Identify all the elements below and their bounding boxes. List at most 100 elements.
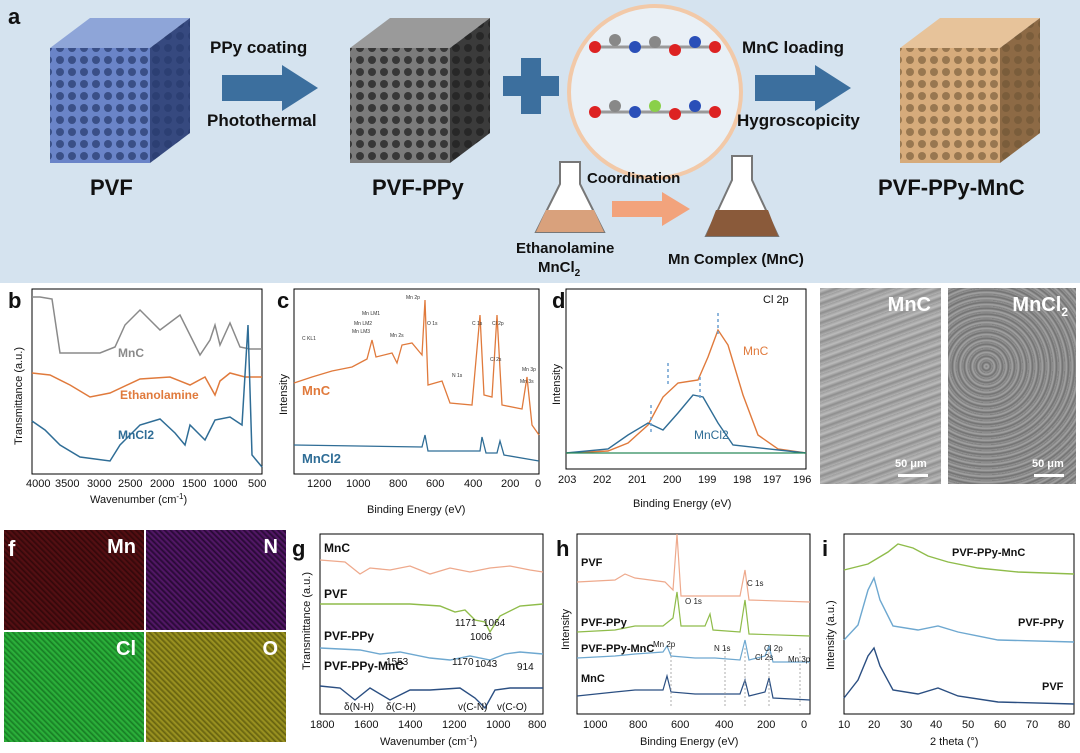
- d-tick: 203: [558, 474, 576, 486]
- f-tile-mn: Mn: [107, 536, 136, 558]
- i-tick: 50: [962, 719, 974, 731]
- c-peak: Mn LM3: [352, 329, 370, 335]
- step2-top-label: MnC loading: [742, 38, 844, 57]
- g-series-pvf-ppy-mnc: PVF-PPy-MnC: [324, 659, 404, 673]
- panel-a-label: a: [8, 4, 21, 29]
- sample-pvf-ppy-mnc-label: PVF-PPy-MnC: [878, 175, 1025, 200]
- g-tick: 800: [528, 719, 546, 731]
- pvf-ppy-mnc-foam-cube: [900, 18, 1040, 163]
- arrow-2-icon: [755, 65, 851, 111]
- h-series-mnc: MnC: [581, 673, 605, 685]
- b-tick: 4000: [26, 478, 50, 490]
- product-label: Mn Complex (MnC): [668, 251, 804, 268]
- h-peak: Mn 2p: [653, 640, 676, 649]
- eds-o-map: O: [146, 632, 286, 742]
- d-tick: 201: [628, 474, 646, 486]
- c-peak: Cl 2p: [492, 321, 504, 327]
- h-tick: 200: [757, 719, 775, 731]
- i-series-pvf-ppy: PVF-PPy: [1018, 617, 1065, 629]
- c-peak: C KL1: [302, 336, 316, 342]
- d-ylabel: Intensity: [551, 364, 563, 405]
- c-peak: Mn 3p: [522, 367, 536, 373]
- g-annot: 1170: [452, 657, 474, 668]
- g-annot: δ(C-H): [386, 702, 416, 713]
- d-series-mnc: MnC: [743, 344, 769, 358]
- flask-reactants-icon: [534, 161, 606, 233]
- i-tick: 30: [900, 719, 912, 731]
- b-tick: 1000: [213, 478, 237, 490]
- g-tick: 1600: [354, 719, 378, 731]
- i-series-pvf-ppy-mnc: PVF-PPy-MnC: [952, 547, 1025, 559]
- b-tick: 500: [248, 478, 266, 490]
- d-tick: 199: [698, 474, 716, 486]
- molecule-zoom-circle: [567, 4, 743, 180]
- panel-h-label: h: [556, 536, 570, 561]
- g-annot: 1553: [386, 657, 409, 668]
- c-tick: 400: [464, 478, 482, 490]
- flask-product-icon: [704, 155, 780, 237]
- h-tick: 800: [629, 719, 647, 731]
- g-xlabel: Wavenumber (cm-1): [380, 734, 477, 748]
- scale-bar-left: [898, 474, 928, 477]
- h-xlabel: Binding Energy (eV): [640, 736, 738, 748]
- arrow-1-icon: [222, 65, 318, 111]
- h-peak: N 1s: [714, 644, 730, 653]
- d-tick: 202: [593, 474, 611, 486]
- g-annot: 1171: [455, 618, 477, 629]
- h-peak: Cl 2p: [764, 644, 783, 653]
- c-tick: 0: [535, 478, 541, 490]
- panel-c-xps-chart: MnC MnCl2 C KL1 Mn LM1 Mn LM2 Mn LM3 Mn …: [278, 288, 541, 516]
- c-series-mncl2: MnCl2: [302, 451, 341, 466]
- c-ylabel: Intensity: [278, 374, 290, 415]
- i-tick: 70: [1026, 719, 1038, 731]
- c-tick: 800: [389, 478, 407, 490]
- step1-top-label: PPy coating: [210, 38, 308, 57]
- coordination-arrow-icon: [612, 192, 690, 226]
- b-tick: 2500: [118, 478, 142, 490]
- panel-d-xps-cl2p-chart: Cl 2p MnC MnCl2 203 202 201 200 199 198 …: [551, 288, 811, 510]
- i-tick: 10: [838, 719, 850, 731]
- eds-n-map: N: [146, 530, 286, 630]
- b-series-ethanolamine: Ethanolamine: [120, 388, 199, 402]
- g-annot: v(C-O): [497, 702, 527, 713]
- g-tick: 1800: [310, 719, 334, 731]
- h-peak: C 1s: [747, 579, 763, 588]
- b-tick: 3000: [87, 478, 111, 490]
- g-tick: 1000: [486, 719, 510, 731]
- eds-cl-map: Cl: [4, 632, 144, 742]
- i-tick: 60: [994, 719, 1006, 731]
- scale-bar-right: [1034, 474, 1064, 477]
- g-annot: v(C-N): [458, 702, 487, 713]
- d-series-mncl2: MnCl2: [694, 428, 729, 442]
- c-peak: Mn 2p: [406, 295, 420, 301]
- c-peak: Mn LM1: [362, 311, 380, 317]
- c-peak: C 1s: [472, 321, 483, 327]
- f-tile-o: O: [262, 638, 278, 660]
- h-peak: Cl 2s: [755, 653, 773, 662]
- sample-pvf-ppy-label: PVF-PPy: [372, 175, 464, 200]
- c-peak: Mn 2s: [390, 333, 404, 339]
- panel-i-label: i: [822, 536, 829, 561]
- panel-d-label: d: [552, 288, 566, 313]
- e-scale-right: 50 μm: [1032, 458, 1064, 470]
- e-right-title: MnCl2: [1012, 294, 1068, 319]
- h-peak: O 1s: [685, 597, 702, 606]
- reactant2-label: MnCl2: [538, 259, 581, 279]
- step2-bottom-label: Hygroscopicity: [737, 111, 860, 130]
- i-ylabel: Intensity (a.u.): [825, 600, 837, 670]
- c-peak: Mn 3s: [520, 379, 534, 385]
- panel-i-xrd-chart: PVF-PPy-MnC PVF-PPy PVF 10 20 30 40 50 6…: [825, 533, 1075, 748]
- h-tick: 400: [715, 719, 733, 731]
- g-series-mnc: MnC: [324, 541, 350, 555]
- g-annot: 1064: [483, 618, 506, 629]
- c-tick: 200: [501, 478, 519, 490]
- e-left-title: MnC: [887, 294, 931, 316]
- i-xlabel: 2 theta (°): [930, 736, 978, 748]
- h-series-pvf-ppy-mnc: PVF-PPy-MnC: [581, 643, 654, 655]
- d-tick: 200: [663, 474, 681, 486]
- d-tick: 196: [793, 474, 811, 486]
- b-tick: 1500: [182, 478, 206, 490]
- c-tick: 1000: [346, 478, 370, 490]
- panel-h-xps-chart: PVF PVF-PPy PVF-PPy-MnC MnC O 1s C 1s Mn…: [560, 533, 811, 748]
- b-ylabel: Transmittance (a.u.): [13, 347, 25, 445]
